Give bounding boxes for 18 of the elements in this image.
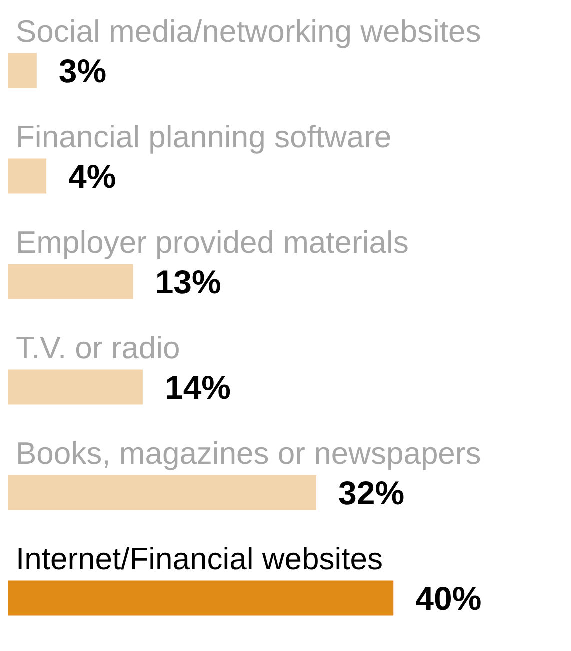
y-tick-label: T.V. or radio	[16, 330, 180, 366]
data-label: 14%	[164, 368, 232, 406]
bar	[8, 475, 316, 510]
data-label: 32%	[338, 474, 405, 512]
bar	[8, 158, 47, 194]
bar	[8, 53, 37, 88]
y-tick-label: Social media/networking websites	[16, 14, 482, 49]
data-label: 4%	[68, 158, 116, 195]
bar	[8, 580, 394, 616]
bar	[8, 370, 143, 405]
data-label: 40%	[416, 580, 482, 617]
y-tick-label: Financial planning software	[16, 119, 392, 154]
data-label: 13%	[155, 263, 222, 300]
y-tick-label: Employer provided materials	[16, 224, 409, 260]
y-tick-label: Internet/Financial websites	[16, 541, 384, 576]
data-label: 3%	[58, 52, 107, 90]
y-tick-label: Books, magazines or newspapers	[16, 436, 482, 471]
bar	[8, 264, 134, 300]
